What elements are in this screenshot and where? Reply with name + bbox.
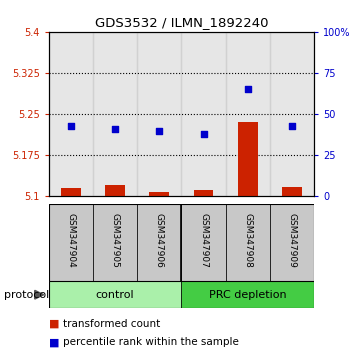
- Bar: [105, 185, 125, 196]
- Bar: [226, 32, 270, 196]
- Text: GSM347904: GSM347904: [66, 213, 75, 268]
- Text: percentile rank within the sample: percentile rank within the sample: [63, 337, 239, 348]
- Point: [156, 128, 162, 133]
- Point: [112, 126, 118, 132]
- Text: GSM347907: GSM347907: [199, 213, 208, 268]
- FancyBboxPatch shape: [270, 204, 314, 281]
- Bar: [282, 187, 302, 196]
- Text: ■: ■: [49, 337, 59, 348]
- Text: GSM347908: GSM347908: [243, 213, 252, 268]
- Text: ■: ■: [49, 319, 59, 329]
- Text: transformed count: transformed count: [63, 319, 160, 329]
- Bar: [49, 32, 93, 196]
- Text: control: control: [96, 290, 134, 300]
- Point: [245, 87, 251, 92]
- Bar: [93, 32, 137, 196]
- Text: GSM347906: GSM347906: [155, 213, 164, 268]
- Bar: [149, 192, 169, 196]
- Text: protocol: protocol: [4, 290, 49, 300]
- Title: GDS3532 / ILMN_1892240: GDS3532 / ILMN_1892240: [95, 16, 268, 29]
- Point: [201, 131, 206, 137]
- FancyBboxPatch shape: [226, 204, 270, 281]
- Text: GSM347909: GSM347909: [287, 213, 296, 268]
- FancyBboxPatch shape: [181, 281, 314, 308]
- Bar: [193, 190, 213, 196]
- FancyBboxPatch shape: [49, 204, 93, 281]
- Bar: [270, 32, 314, 196]
- Bar: [61, 188, 81, 196]
- Text: GSM347905: GSM347905: [110, 213, 119, 268]
- Point: [68, 123, 74, 129]
- FancyBboxPatch shape: [49, 281, 181, 308]
- FancyBboxPatch shape: [93, 204, 137, 281]
- FancyBboxPatch shape: [181, 204, 226, 281]
- Point: [289, 123, 295, 129]
- Text: PRC depletion: PRC depletion: [209, 290, 287, 300]
- Bar: [238, 122, 258, 196]
- Bar: [181, 32, 226, 196]
- FancyBboxPatch shape: [137, 204, 181, 281]
- Bar: [137, 32, 182, 196]
